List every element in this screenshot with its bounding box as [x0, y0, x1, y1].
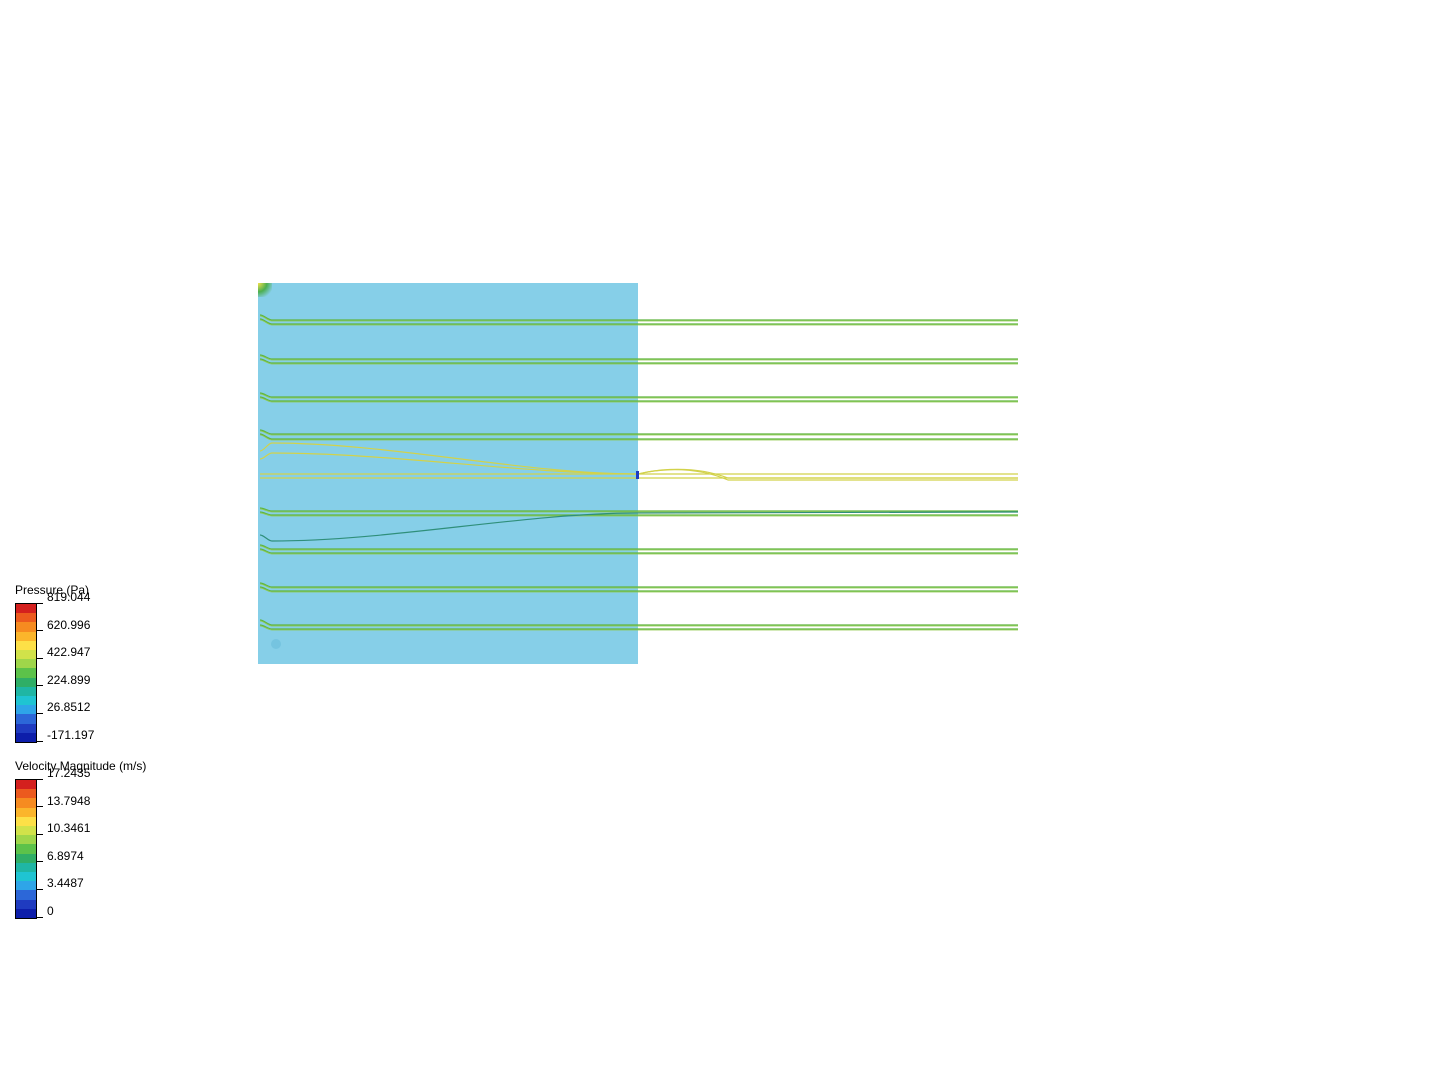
legend-swatch — [16, 863, 36, 872]
legend-velocity-swatches — [15, 779, 37, 919]
legend-swatch — [16, 659, 36, 668]
legend-swatch — [16, 798, 36, 807]
streamlines-layer — [258, 283, 1018, 664]
legend-swatch — [16, 678, 36, 687]
legend-swatch — [16, 632, 36, 641]
legend-swatch — [16, 854, 36, 863]
legend-swatch — [16, 900, 36, 909]
streamline — [260, 315, 1018, 320]
legend-velocity-ticks: 17.243513.794810.34616.89743.44870 — [37, 779, 107, 917]
legend-tick-label: 422.947 — [47, 646, 90, 658]
legend-tick-mark — [37, 917, 43, 918]
legend-swatch — [16, 650, 36, 659]
wake-marker — [636, 471, 639, 479]
legend-swatch — [16, 789, 36, 798]
legend-swatch — [16, 780, 36, 789]
legend-swatch — [16, 604, 36, 613]
legend-tick-label: 224.899 — [47, 674, 90, 686]
streamline — [260, 583, 1018, 587]
legend-tick-mark — [37, 861, 43, 862]
legend-swatch — [16, 844, 36, 853]
streamline — [260, 620, 1018, 625]
legend-tick-mark — [37, 889, 43, 890]
legend-swatch — [16, 872, 36, 881]
legend-tick-mark — [37, 806, 43, 807]
legend-tick-label: 620.996 — [47, 619, 90, 631]
legend-tick-mark — [37, 658, 43, 659]
legend-velocity: Velocity Magnitude (m/s) 17.243513.79481… — [15, 759, 146, 919]
legend-swatch — [16, 613, 36, 622]
legend-tick-label: 3.4487 — [47, 877, 84, 889]
legend-tick-label: 26.8512 — [47, 701, 90, 713]
legend-swatch — [16, 808, 36, 817]
legend-swatch — [16, 890, 36, 899]
legend-tick-mark — [37, 685, 43, 686]
legend-tick-mark — [37, 630, 43, 631]
legend-tick-label: -171.197 — [47, 729, 94, 741]
legend-tick-label: 10.3461 — [47, 822, 90, 834]
legend-tick-mark — [37, 603, 43, 604]
legend-pressure-swatches — [15, 603, 37, 743]
legend-swatch — [16, 668, 36, 677]
streamline — [260, 393, 1018, 397]
legend-swatch — [16, 622, 36, 631]
legend-swatch — [16, 705, 36, 714]
legend-swatch — [16, 696, 36, 705]
legend-swatch — [16, 687, 36, 696]
streamline — [260, 355, 1018, 359]
legend-tick-label: 13.7948 — [47, 795, 90, 807]
legend-swatch — [16, 909, 36, 918]
cfd-visualization: Pressure (Pa) 819.044620.996422.947224.8… — [0, 0, 1440, 1080]
legend-tick-label: 17.2435 — [47, 767, 90, 779]
legend-pressure-ticks: 819.044620.996422.947224.89926.8512-171.… — [37, 603, 107, 741]
legend-tick-label: 819.044 — [47, 591, 90, 603]
legend-swatch — [16, 714, 36, 723]
legend-pressure: Pressure (Pa) 819.044620.996422.947224.8… — [15, 583, 107, 743]
streamline — [260, 430, 1018, 434]
legend-swatch — [16, 724, 36, 733]
streamline — [260, 508, 1018, 511]
legend-tick-mark — [37, 741, 43, 742]
legend-swatch — [16, 817, 36, 826]
legend-swatch — [16, 641, 36, 650]
streamline — [260, 545, 1018, 549]
legend-tick-label: 0 — [47, 905, 54, 917]
legend-swatch — [16, 733, 36, 742]
legend-swatch — [16, 881, 36, 890]
legend-tick-label: 6.8974 — [47, 850, 84, 862]
legend-swatch — [16, 835, 36, 844]
legend-swatch — [16, 826, 36, 835]
legend-tick-mark — [37, 779, 43, 780]
legend-tick-mark — [37, 834, 43, 835]
legend-tick-mark — [37, 713, 43, 714]
